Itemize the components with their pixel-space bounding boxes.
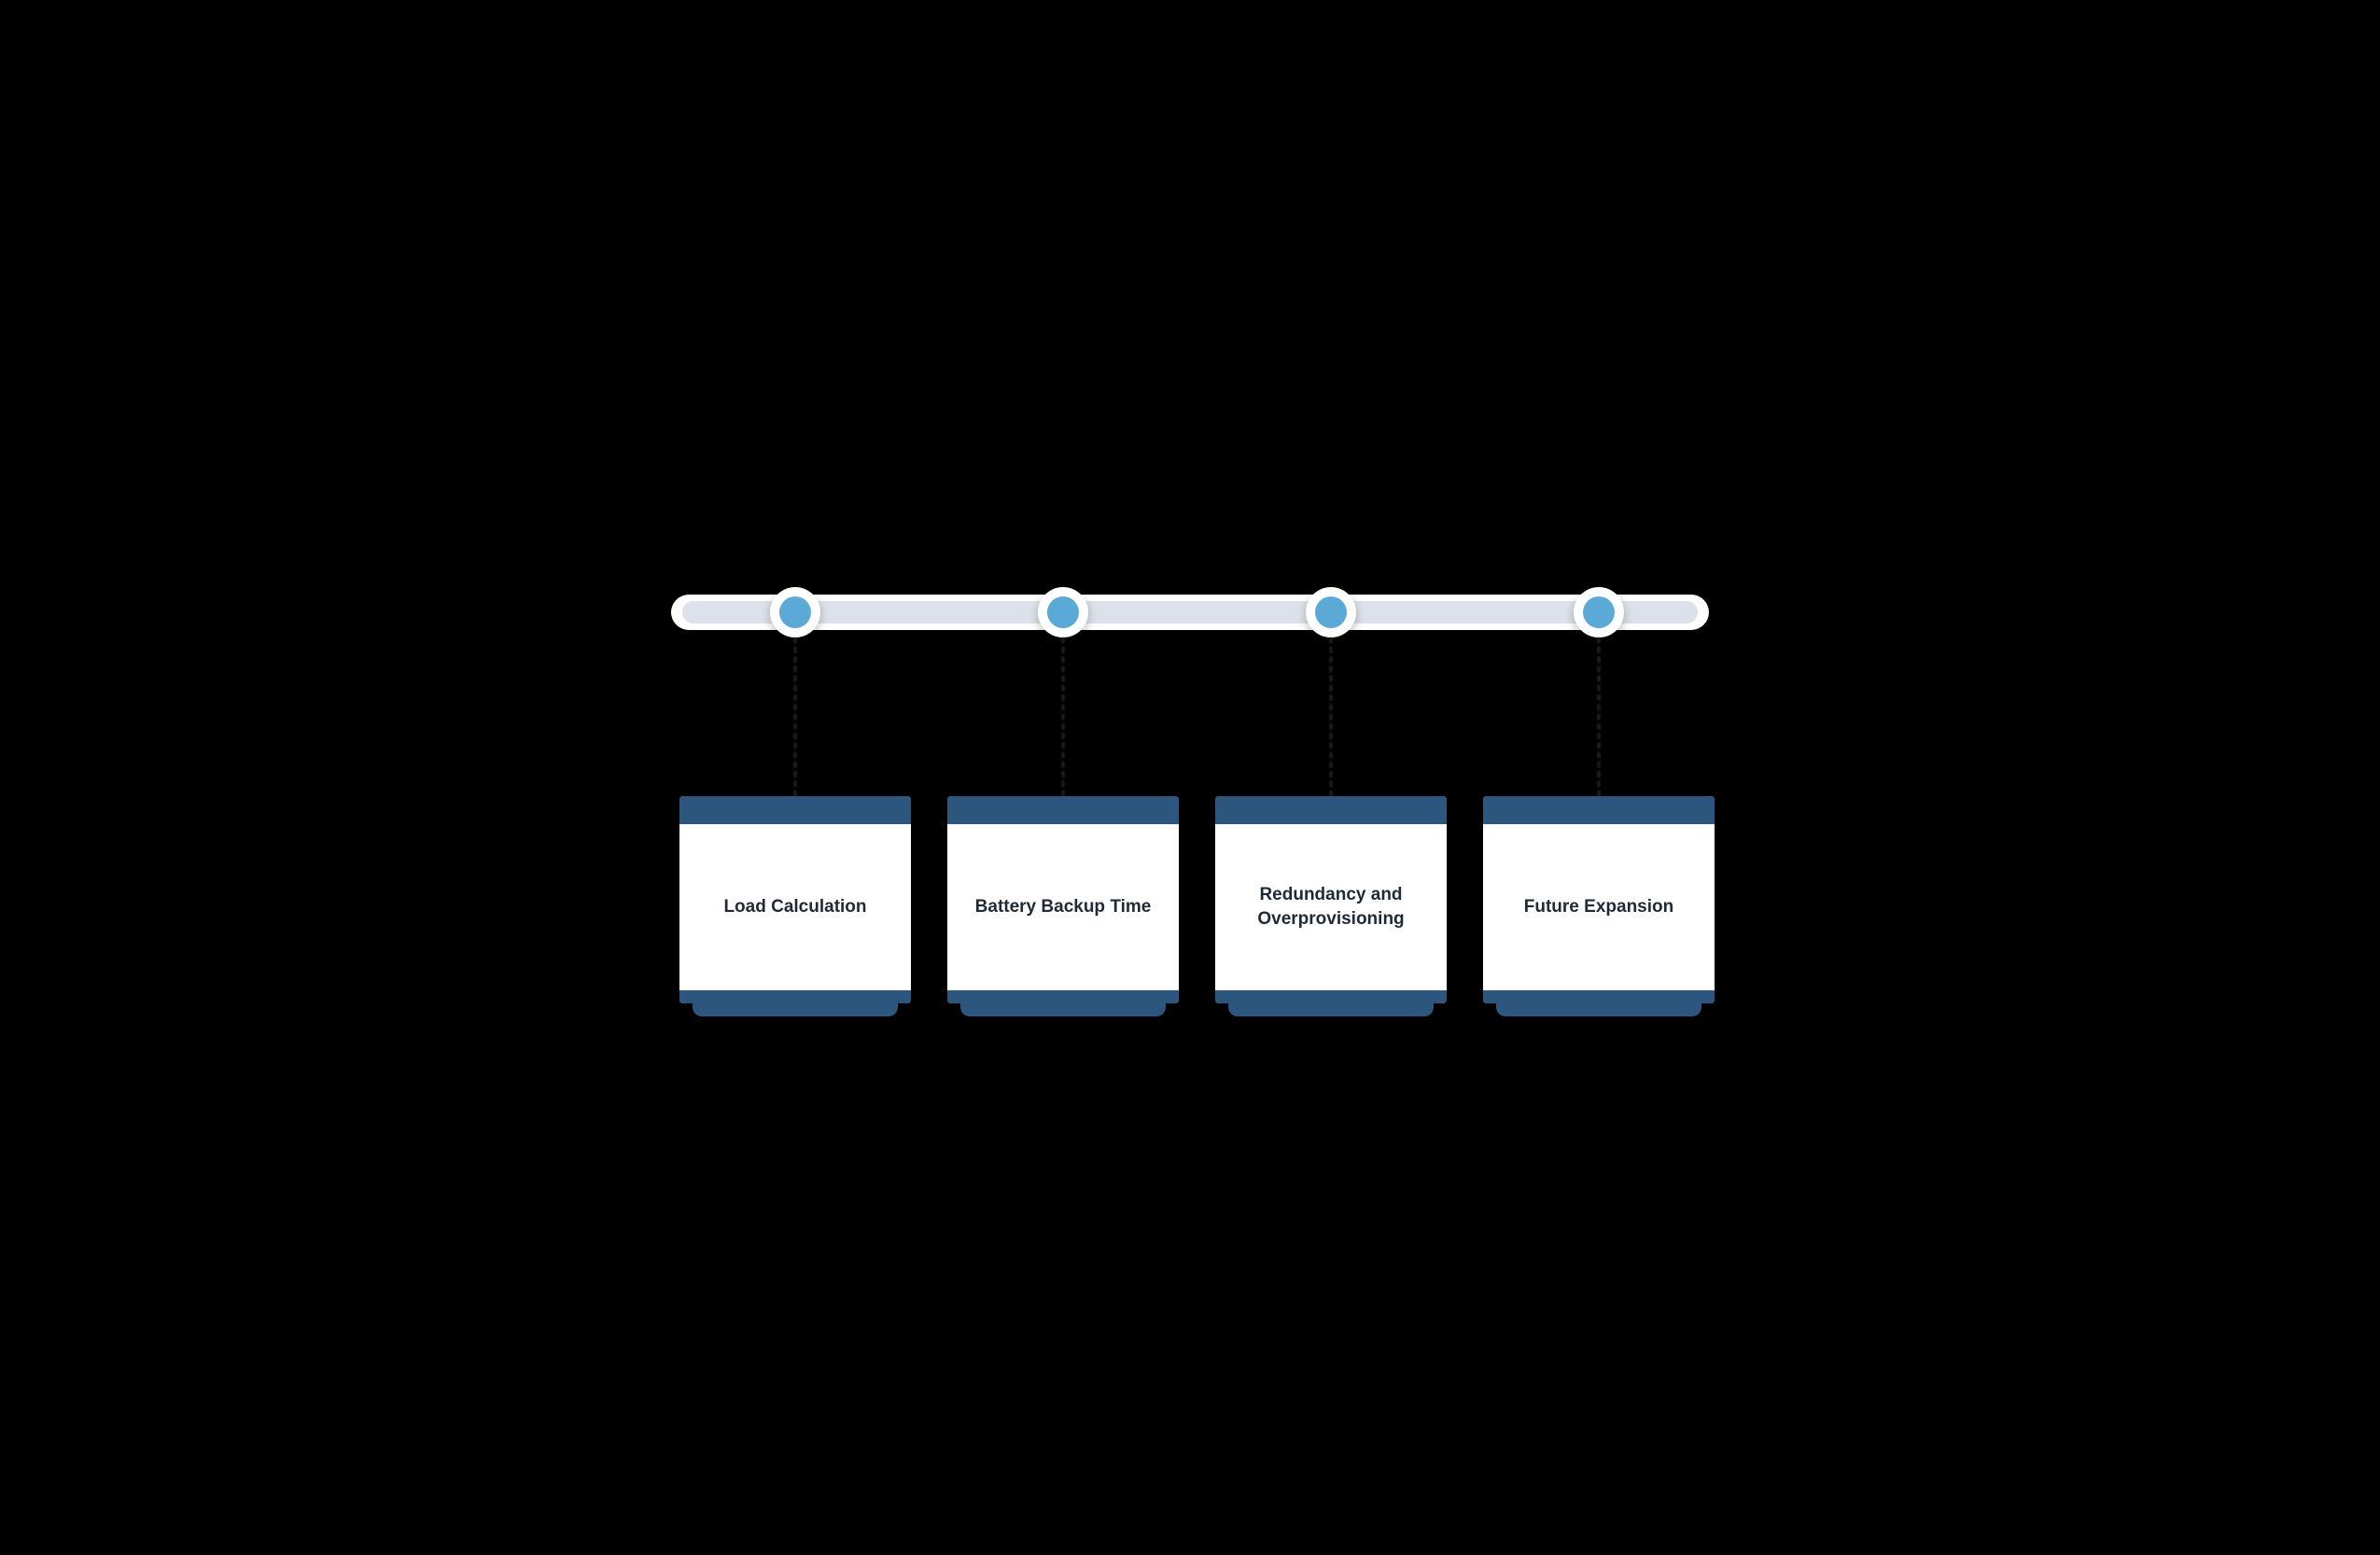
step-label: Battery Backup Time	[975, 895, 1152, 919]
timeline-node-3	[1306, 587, 1356, 637]
dot-icon	[1315, 596, 1347, 628]
timeline-track-inner	[682, 601, 1698, 623]
card-bottom-tab-2	[960, 1000, 1166, 1016]
step-card-3: Redundancy and Overprovisioning	[1215, 796, 1447, 1003]
step-card-1: Load Calculation	[679, 796, 911, 1003]
card-header	[1215, 796, 1447, 824]
card-bottom-tab-1	[693, 1000, 898, 1016]
card-body: Load Calculation	[679, 824, 911, 990]
dot-icon	[1047, 596, 1079, 628]
card-header	[679, 796, 911, 824]
card-header	[1483, 796, 1715, 824]
timeline-node-1	[770, 587, 820, 637]
connector-4	[1598, 637, 1600, 796]
card-bottom-tab-4	[1496, 1000, 1701, 1016]
step-card-2: Battery Backup Time	[947, 796, 1179, 1003]
card-header	[947, 796, 1179, 824]
connector-1	[794, 637, 796, 796]
connector-3	[1330, 637, 1332, 796]
card-body: Redundancy and Overprovisioning	[1215, 824, 1447, 990]
timeline-track	[671, 595, 1709, 630]
step-label: Redundancy and Overprovisioning	[1232, 883, 1430, 931]
timeline-node-4	[1574, 587, 1624, 637]
dot-icon	[779, 596, 811, 628]
diagram-stage: Load Calculation Battery Backup Time Red…	[546, 357, 1834, 1198]
card-bottom-tab-3	[1228, 1000, 1434, 1016]
card-body: Battery Backup Time	[947, 824, 1179, 990]
step-label: Load Calculation	[723, 895, 866, 919]
connector-2	[1062, 637, 1064, 796]
card-body: Future Expansion	[1483, 824, 1715, 990]
step-label: Future Expansion	[1524, 895, 1673, 919]
timeline-node-2	[1038, 587, 1088, 637]
step-card-4: Future Expansion	[1483, 796, 1715, 1003]
dot-icon	[1583, 596, 1615, 628]
